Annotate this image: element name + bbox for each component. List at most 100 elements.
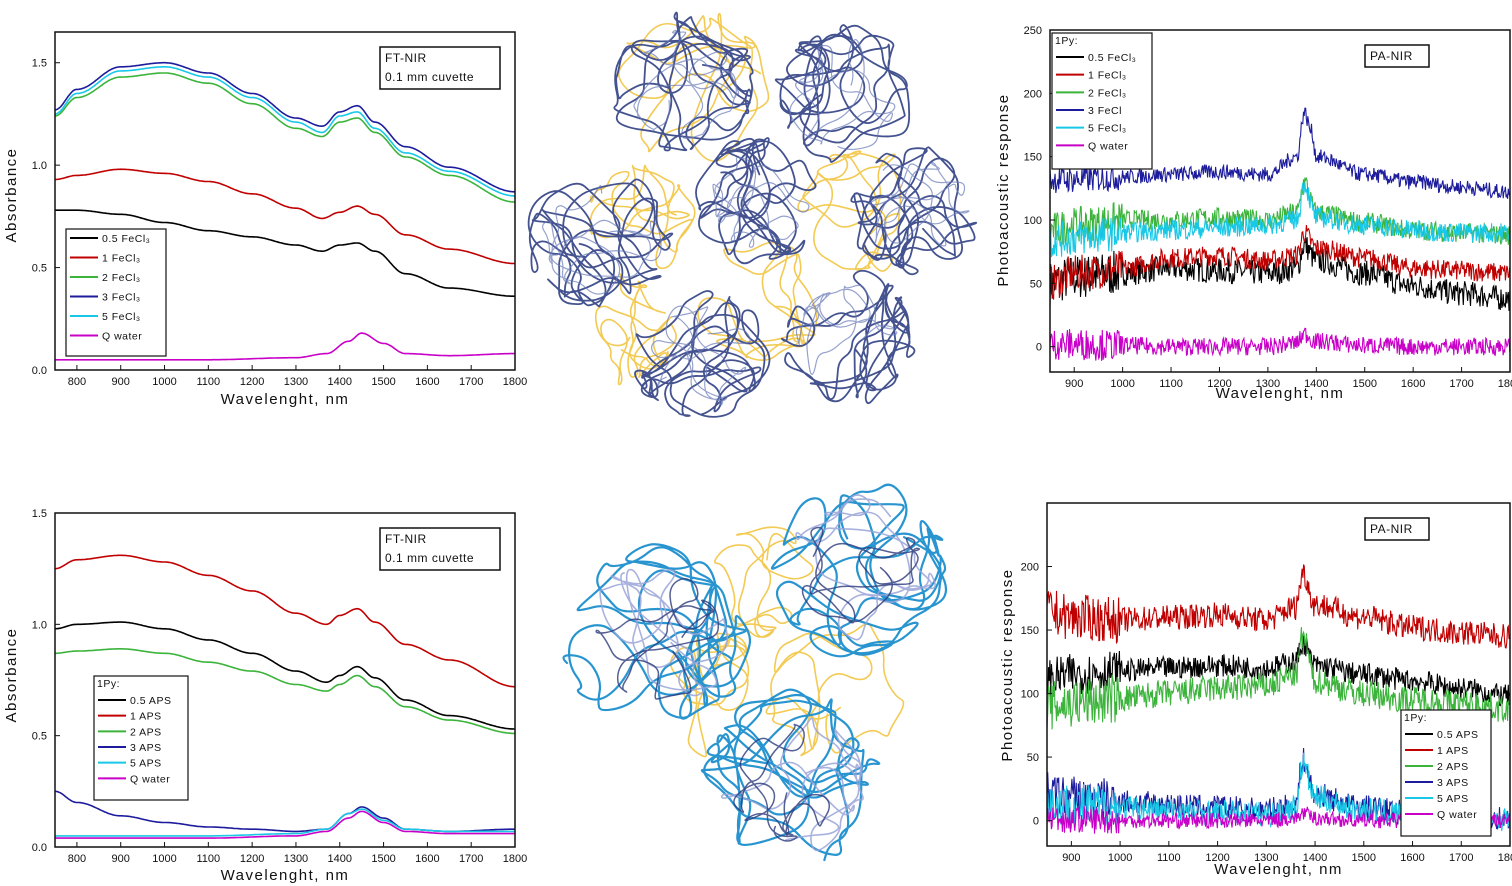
x-tick-label: 1100 — [197, 376, 221, 388]
x-tick-label: 1700 — [459, 376, 483, 388]
series-line-magenta — [1050, 327, 1510, 361]
y-axis-label: Absorbance — [3, 627, 20, 722]
legend-entry: 1 APS — [130, 711, 162, 723]
series-line-green — [1047, 627, 1510, 730]
x-tick-label: 1800 — [503, 853, 527, 865]
polymer-coil — [789, 38, 896, 151]
plot-frame — [1049, 29, 1511, 373]
x-tick-label: 1000 — [1110, 378, 1134, 390]
y-tick-label: 200 — [1024, 88, 1042, 100]
y-tick-label: 0.5 — [32, 263, 47, 275]
x-tick-label: 800 — [68, 853, 86, 865]
x-tick-label: 1700 — [1449, 378, 1473, 390]
x-tick-label: 1300 — [284, 853, 308, 865]
method-box-text: PA-NIR — [1370, 49, 1413, 63]
plot-frame — [54, 512, 516, 848]
x-tick-label: 1800 — [503, 376, 527, 388]
legend-entry: Q water — [1437, 809, 1477, 821]
y-tick-label: 0 — [1033, 816, 1039, 828]
chart-panir-aps: 9001000110012001300140015001600170018000… — [999, 502, 1512, 878]
y-tick-label: 250 — [1024, 25, 1042, 37]
series-group — [1050, 107, 1510, 361]
x-axis-label: Wavelenght, nm — [221, 867, 350, 884]
x-tick-label: 1300 — [1256, 378, 1280, 390]
series-line-red — [55, 554, 515, 688]
method-box-frame — [379, 46, 501, 90]
method-box: PA-NIR — [1364, 517, 1430, 541]
x-tick-label: 1800 — [1498, 378, 1512, 390]
polymer-coil — [770, 483, 948, 658]
legend-entry: 2 APS — [1437, 761, 1469, 773]
method-box: FT-NIR 0.1 mm cuvette — [379, 46, 501, 90]
x-axis-label: Wavelenght, nm — [221, 391, 350, 408]
y-axis-label: Absorbance — [3, 147, 20, 242]
method-box-frame — [1364, 44, 1430, 68]
y-tick-label: 0.0 — [32, 842, 47, 854]
series-line-green — [55, 72, 515, 203]
series-line-cyan — [55, 808, 515, 837]
legend-entry: 2 APS — [130, 726, 162, 738]
series-line-black — [55, 209, 515, 298]
y-tick-label: 50 — [1027, 752, 1039, 764]
y-tick-label: 0.5 — [32, 731, 47, 743]
legend-entry: 0.5 FeCl₃ — [102, 233, 150, 245]
x-tick-label: 1500 — [1352, 378, 1376, 390]
method-box-frame — [1364, 517, 1430, 541]
y-tick-label: 150 — [1024, 152, 1042, 164]
x-tick-label: 1000 — [152, 853, 176, 865]
y-tick-label: 1.0 — [32, 619, 47, 631]
y-tick-label: 200 — [1021, 562, 1039, 574]
x-tick-label: 1200 — [1205, 852, 1229, 864]
method-box-text: 0.1 mm cuvette — [385, 70, 474, 84]
legend: 1Py: 0.5 APS 1 APS 2 APS 3 APS 5 APS Q water — [93, 675, 189, 801]
x-tick-label: 1500 — [1352, 852, 1376, 864]
x-tick-label: 800 — [68, 376, 86, 388]
legend-entry: 5 APS — [1437, 793, 1469, 805]
x-tick-label: 1100 — [197, 853, 221, 865]
linker-coil — [714, 526, 814, 638]
x-tick-label: 1600 — [1401, 378, 1425, 390]
series-line-magenta — [55, 810, 515, 839]
x-tick-label: 900 — [1062, 852, 1080, 864]
x-tick-label: 1000 — [152, 376, 176, 388]
series-line-green — [55, 648, 515, 735]
x-tick-label: 1300 — [1254, 852, 1278, 864]
polymer-coil — [774, 24, 911, 163]
method-box-text: PA-NIR — [1370, 522, 1413, 536]
method-box: FT-NIR 0.1 mm cuvette — [379, 527, 501, 571]
legend-title: 1Py: — [1055, 35, 1078, 47]
x-tick-label: 1400 — [328, 376, 352, 388]
x-tick-label: 1700 — [1449, 852, 1473, 864]
method-box-text: 0.1 mm cuvette — [385, 551, 474, 565]
legend-entry: 3 APS — [1437, 777, 1469, 789]
series-group — [55, 554, 515, 839]
polymer-coil — [733, 723, 831, 842]
chart-ftnir-fecl3: 800 900 1000 1100 1200 1300 1400 1500 1600 1700 18… — [3, 31, 527, 408]
x-tick-label: 1400 — [1304, 378, 1328, 390]
polymer-coil — [850, 146, 978, 276]
x-tick-label: 1000 — [1108, 852, 1132, 864]
polymer-coil — [720, 717, 864, 852]
x-tick-label: 900 — [112, 853, 130, 865]
x-tick-label: 1500 — [371, 376, 395, 388]
legend-entry: Q water — [130, 773, 170, 785]
method-box: PA-NIR — [1364, 44, 1430, 68]
method-box-frame — [379, 527, 501, 571]
polymer-coil — [869, 162, 970, 247]
series-line-navy — [1050, 107, 1510, 199]
legend-entry: 5 APS — [130, 758, 162, 770]
x-tick-label: 1200 — [240, 376, 264, 388]
legend-entry: 2 FeCl₃ — [102, 272, 141, 284]
series-line-red — [1047, 564, 1510, 649]
linker-coil — [765, 623, 905, 757]
y-axis-label: Photoacoustic response — [995, 93, 1012, 286]
linker-coil — [617, 12, 770, 162]
polymer-coil — [595, 577, 720, 700]
y-tick-label: 150 — [1021, 625, 1039, 637]
y-tick-label: 0.0 — [32, 365, 47, 377]
x-tick-label: 1400 — [328, 853, 352, 865]
legend-entry: 1 FeCl₃ — [1088, 70, 1127, 82]
y-tick-label: 50 — [1030, 278, 1042, 290]
legend-entry: Q water — [1088, 140, 1128, 152]
